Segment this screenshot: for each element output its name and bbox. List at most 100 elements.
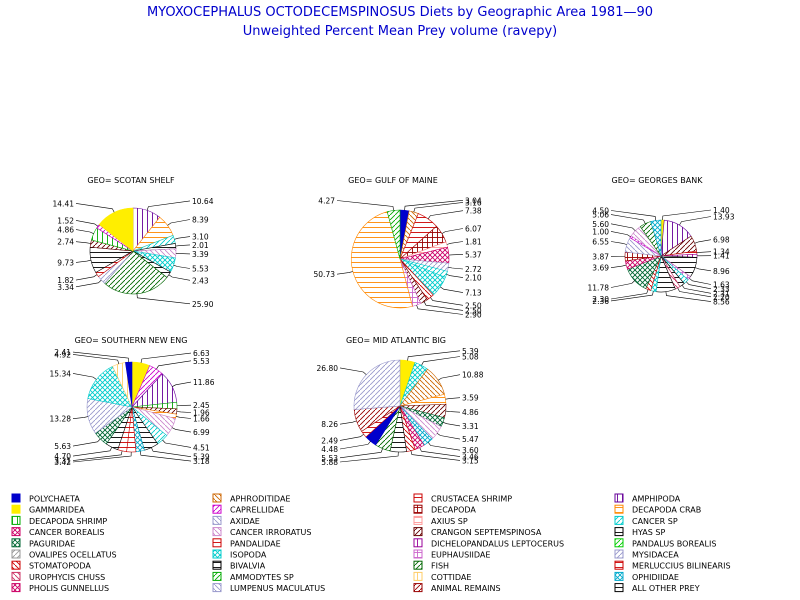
slice-value-label: 4.50 (592, 206, 609, 215)
slice-leader-line (423, 301, 464, 311)
legend-item-all-other-prey: ALL OTHER PREY (614, 583, 700, 593)
slice-leader-line (339, 451, 399, 463)
legend-label: ANIMAL REMAINS (431, 584, 501, 593)
slice-value-label: 3.34 (57, 283, 74, 292)
legend-label: HYAS SP (632, 528, 665, 537)
slice-value-label: 3.04 (465, 196, 482, 205)
slice-value-label: 1.66 (193, 415, 210, 424)
legend-label: PANDALUS BOREALIS (632, 539, 716, 548)
legend-item-pandalus-borealis: PANDALUS BOREALIS (614, 538, 716, 548)
slice-value-label: 2.45 (193, 401, 210, 410)
slice-value-label: 4.86 (462, 408, 479, 417)
legend-label: AMMODYTES SP (230, 573, 294, 582)
slice-value-label: 5.37 (465, 250, 482, 259)
slice-leader-line (427, 210, 464, 220)
legend-swatch (614, 549, 624, 559)
legend-item-cancer-irroratus: CANCER IRRORATUS (212, 527, 311, 537)
slice-value-label: 5.63 (54, 442, 71, 451)
slice-leader-line (430, 297, 464, 306)
slice-value-label: 6.63 (193, 349, 210, 358)
slice-value-label: 5.53 (192, 264, 209, 273)
slice-leader-line (72, 354, 120, 365)
legend-label: LUMPENUS MACULATUS (230, 584, 325, 593)
slice-leader-line (136, 293, 191, 305)
slice-leader-line (339, 420, 357, 425)
slice-leader-line (446, 274, 464, 278)
slice-value-label: 2.30 (592, 295, 609, 304)
slice-leader-line (610, 210, 657, 221)
legend-item-axidae: AXIDAE (212, 515, 260, 526)
legend-item-stomatopoda: STOMATOPODA (11, 560, 91, 571)
pie-chart-geo-mid-atlantic-big: GEO= MID ATLANTIC BIG 5.395.08 10.88 3.59 4.… (317, 336, 484, 467)
legend-item-cancer-sp: CANCER SP (614, 515, 678, 526)
slice-value-label: 5.53 (321, 454, 338, 463)
pie-title: GEO= GULF OF MAINE (348, 176, 438, 185)
legend-swatch (614, 571, 624, 581)
legend-item-crangon-septemspinosa: CRANGON SEPTEMSPINOSA (413, 527, 542, 537)
slice-leader-line (681, 285, 712, 294)
legend-swatch (212, 549, 222, 559)
legend-label: AXIUS SP (431, 517, 468, 526)
slice-leader-line (419, 447, 461, 457)
slice-leader-line (75, 259, 92, 263)
slice-value-label: 6.55 (592, 237, 609, 246)
legend-item-mysidacea: MYSIDACEA (614, 549, 679, 560)
legend-swatch (614, 504, 624, 514)
legend-label: CANCER IRRORATUS (230, 528, 311, 537)
slice-value-label: 1.41 (713, 252, 730, 261)
slice-leader-line (445, 397, 461, 400)
slice-leader-line (336, 271, 353, 275)
slice-leader-line (140, 352, 192, 363)
slice-value-label: 3.18 (193, 457, 210, 466)
legend-swatch (413, 538, 423, 548)
legend-item-aphroditidae: APHRODITIDAE (212, 493, 290, 504)
slice-value-label: 5.47 (462, 435, 479, 444)
slice-leader-line (445, 410, 461, 413)
legend-label: AXIDAE (230, 517, 260, 526)
legend-item-animal-remains: ANIMAL REMAINS (413, 583, 501, 593)
legend-item-decapoda-shrimp: DECAPODA SHRIMP (11, 515, 107, 526)
slice-value-label: 3.31 (462, 422, 479, 431)
slice-value-label: 3.60 (462, 446, 479, 455)
slice-value-label: 1.40 (713, 206, 730, 215)
legend-item-decapoda-crab: DECAPODA CRAB (614, 504, 701, 515)
slice-leader-line (156, 360, 192, 370)
slice-value-label: 5.60 (592, 220, 609, 229)
pie-chart-geo-scotan-shelf: GEO= SCOTAN SHELF 10.64 8.39 3.102.013.39 5.… (53, 176, 214, 309)
slice-leader-line (339, 448, 383, 459)
legend-swatch (11, 571, 21, 581)
slice-leader-line (695, 267, 712, 272)
slice-value-label: 2.49 (321, 436, 338, 445)
legend-label: POLYCHAETA (29, 495, 80, 504)
legend-label: UROPHYCIS CHUSS (29, 573, 105, 582)
slice-leader-line (436, 432, 461, 440)
legend-item-decapoda: DECAPODA (413, 504, 476, 515)
slice-leader-line (162, 439, 192, 448)
slice-value-label: 50.73 (314, 270, 336, 279)
slice-leader-line (694, 239, 712, 244)
slice-leader-line (685, 281, 712, 290)
slice-leader-line (610, 291, 654, 302)
slice-leader-line (336, 200, 394, 211)
legend-item-isopoda: ISOPODA (212, 549, 267, 560)
slice-value-label: 3.87 (592, 253, 609, 262)
slice-value-label: 5.08 (462, 353, 479, 362)
slice-leader-line (171, 381, 192, 387)
slice-leader-line (610, 280, 635, 288)
slice-leader-line (679, 216, 712, 226)
slice-leader-line (404, 200, 464, 211)
slice-value-label: 2.31 (713, 289, 730, 298)
legend-item-lumpenus-maculatus: LUMPENUS MACULATUS (212, 583, 325, 593)
slice-value-label: 1.63 (713, 280, 730, 289)
slice-leader-line (72, 451, 132, 463)
slice-value-label: 4.27 (318, 197, 335, 206)
legend-label: CANCER SP (632, 517, 678, 526)
slice-leader-line (407, 350, 461, 361)
slice-value-label: 2.50 (465, 306, 482, 315)
slice-value-label: 4.70 (54, 452, 71, 461)
slice-leader-line (72, 416, 89, 419)
legend-swatch (413, 493, 423, 503)
legend-swatch (11, 504, 21, 514)
